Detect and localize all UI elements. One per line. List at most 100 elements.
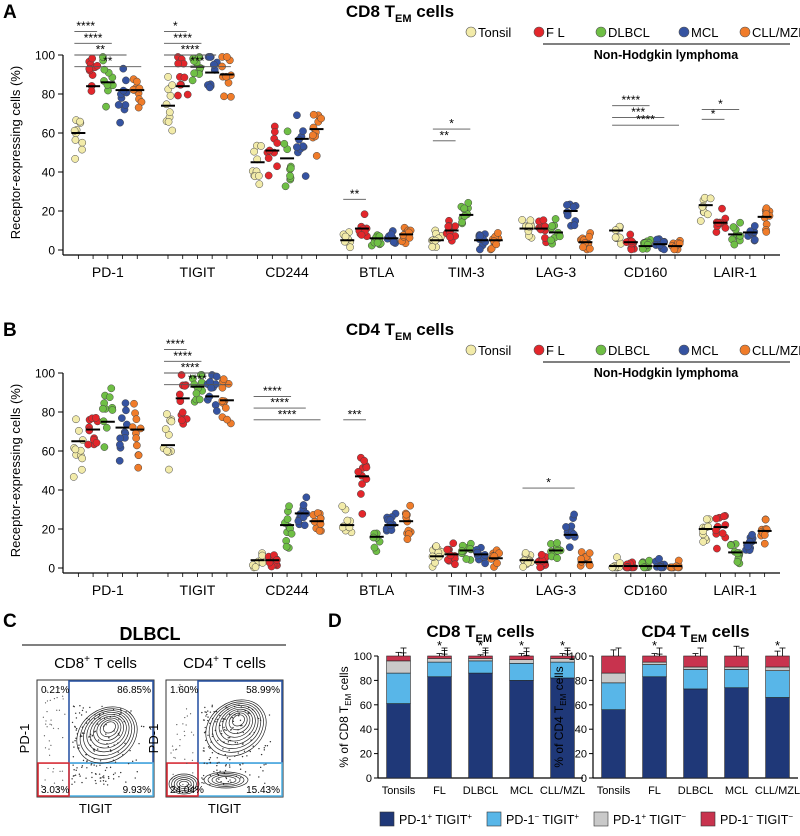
legend-label-cll: CLL/MZL: [752, 343, 800, 358]
data-point-cll: [674, 563, 682, 572]
bar-segment: [724, 666, 749, 670]
data-point-mcl: [655, 554, 663, 563]
data-point-dlbcl: [373, 238, 382, 247]
event-dot: [202, 750, 205, 752]
event-dot: [99, 760, 102, 762]
bar-segment: [427, 655, 452, 659]
event-dot: [93, 731, 96, 733]
event-dot: [241, 724, 243, 727]
event-dot: [58, 687, 60, 689]
contour-ring: [218, 706, 256, 742]
event-dot: [62, 695, 64, 697]
event-dot: [211, 704, 213, 707]
event-dot: [52, 727, 55, 729]
legend-dot-mcl: [678, 26, 690, 38]
event-dot: [216, 762, 218, 764]
event-dot: [263, 747, 266, 749]
event-dot: [228, 764, 231, 766]
data-point-tonsil: [518, 216, 526, 224]
event-dot: [224, 769, 227, 772]
contour-ring: [179, 780, 189, 788]
event-dot: [136, 771, 138, 773]
data-point-cll: [312, 151, 321, 160]
event-dot: [75, 729, 77, 731]
legend-label-dlbcl: DLBCL: [608, 343, 650, 358]
data-point-cll: [130, 399, 138, 408]
data-point-dlbcl: [105, 393, 114, 402]
data-point-dlbcl: [286, 164, 295, 173]
event-dot: [207, 716, 209, 718]
flow-y-label: PD-1: [146, 724, 161, 754]
event-dot: [204, 706, 206, 709]
data-point-cll: [132, 415, 141, 424]
event-dot: [229, 758, 231, 761]
legend-swatch: [486, 811, 502, 827]
flow-title-name: CD8: [54, 655, 84, 672]
data-point-dlbcl: [460, 212, 469, 220]
data-point-dlbcl: [286, 172, 294, 180]
event-dot: [232, 720, 235, 723]
event-dot: [225, 764, 227, 766]
event-dot: [97, 739, 100, 741]
data-point-tonsil: [166, 91, 175, 100]
event-dot: [91, 776, 93, 779]
event-dot: [41, 785, 43, 787]
data-point-cll: [760, 539, 769, 548]
data-point-mcl: [565, 543, 574, 552]
event-dot: [62, 779, 64, 781]
event-dot: [207, 719, 209, 722]
legend-dot-fl: [533, 344, 545, 356]
bar-segment: [386, 672, 411, 704]
event-dot: [42, 716, 44, 718]
event-dot: [82, 759, 85, 762]
event-dot: [203, 747, 205, 749]
panel-b-scatter: CD4 TEM cells Tonsil F L DLBCL MCL CLL/MZL Non…: [8, 320, 800, 598]
event-dot: [52, 768, 55, 770]
event-dot: [74, 774, 77, 776]
event-dot: [72, 764, 74, 766]
y-axis-label: Receptor-expressing cells (%): [8, 66, 23, 239]
data-point-fl: [88, 54, 97, 63]
event-dot: [94, 779, 97, 782]
event-dot: [85, 777, 87, 779]
event-dot: [239, 768, 242, 770]
contour-ring: [168, 773, 200, 795]
event-dot: [57, 728, 59, 730]
event-dot: [217, 739, 219, 742]
flow-title-suffix: T cells: [219, 655, 266, 672]
data-point-tonsil: [167, 417, 176, 426]
title-text: CD4 T: [641, 622, 691, 641]
event-dot: [269, 741, 272, 743]
significance-label: ****: [270, 396, 289, 410]
data-point-cll: [493, 559, 501, 568]
category-label-tigit: TIGIT: [180, 264, 216, 280]
event-dot: [118, 776, 120, 778]
data-point-mcl: [563, 211, 572, 220]
legend-dot-dlbcl: [595, 344, 607, 356]
event-dot: [175, 749, 177, 751]
data-point-tonsil: [163, 447, 171, 455]
event-dot: [58, 709, 61, 711]
y-tick-label: 0: [366, 773, 372, 785]
bar-segment: [642, 661, 667, 665]
event-dot: [221, 720, 224, 723]
significance-label: ***: [348, 407, 362, 421]
event-dot: [74, 712, 77, 714]
event-dot: [229, 766, 231, 768]
event-dot: [109, 766, 112, 769]
event-dot: [237, 752, 239, 754]
category-label-pd-1: PD-1: [92, 264, 124, 280]
data-point-mcl: [481, 559, 489, 568]
flow-title-superscript: +: [84, 654, 90, 665]
event-dot: [264, 782, 266, 784]
event-dot: [242, 763, 244, 765]
panel-letter-a: A: [3, 2, 17, 23]
significance-label: ****: [181, 361, 200, 375]
significance-label: *: [478, 638, 483, 653]
event-dot: [99, 780, 102, 782]
data-point-tonsil: [255, 180, 264, 188]
data-point-mcl: [569, 203, 578, 211]
event-dot: [204, 711, 206, 713]
contour-ring: [79, 708, 135, 760]
legend-dot-fl: [533, 26, 545, 38]
